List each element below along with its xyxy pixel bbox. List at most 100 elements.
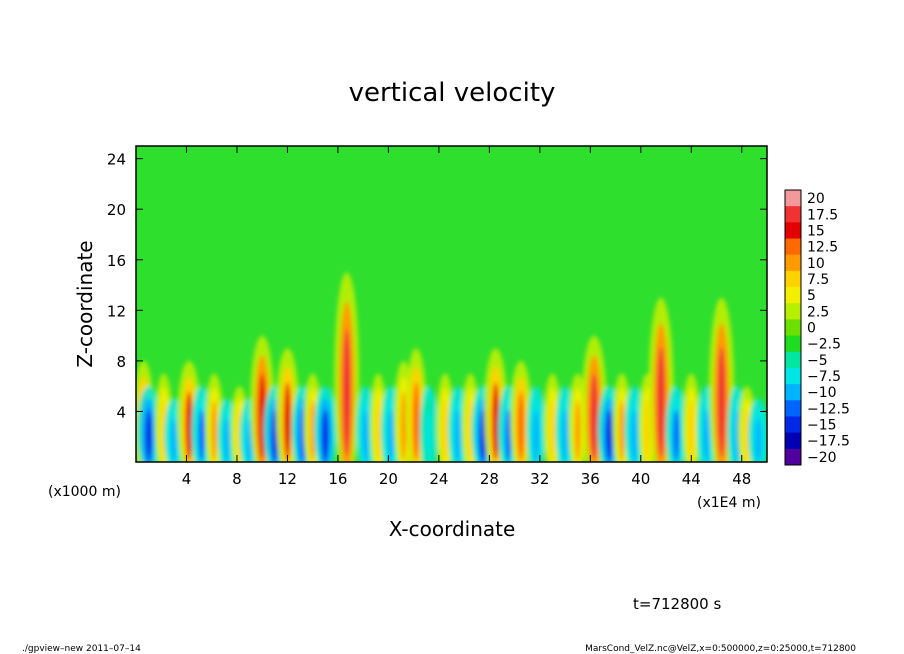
plume [747, 398, 767, 462]
plume-core [145, 409, 153, 462]
plume-core [387, 409, 395, 462]
colorbar-swatch [785, 238, 801, 256]
colorbar-swatch [785, 384, 801, 401]
plume-core [442, 400, 448, 462]
colorbar-swatch [785, 190, 801, 207]
plume-core [562, 409, 569, 462]
plume-core [492, 382, 500, 461]
colorbar-swatch [785, 270, 801, 288]
plume-core [467, 400, 474, 462]
plume-core [505, 409, 512, 462]
colorbar-label: 2.5 [807, 304, 829, 320]
plume-core [533, 409, 539, 462]
x-tick-label: 36 [581, 470, 600, 488]
colorbar-label: −5 [807, 353, 828, 369]
x-tick-label: 24 [429, 470, 448, 488]
colorbar-swatch [785, 367, 801, 385]
plume-core [400, 391, 407, 461]
plume-core [688, 400, 695, 462]
plot-area [135, 145, 768, 463]
plume [419, 386, 438, 462]
footer-right: MarsCond_VelZ.nc@VelZ,x=0:500000,z=0:250… [585, 644, 856, 654]
plume [665, 386, 687, 462]
colorbar-label: −20 [807, 450, 837, 466]
plume-core [211, 400, 218, 462]
y-tick-label: 8 [116, 353, 126, 371]
plume-core [631, 409, 638, 462]
plume-core [605, 409, 613, 462]
plume-core [426, 409, 432, 462]
y-tick-label: 20 [107, 201, 126, 219]
plume-core [170, 418, 177, 462]
y-tick-label: 24 [107, 151, 126, 169]
colorbar: 2017.51512.5107.552.50−2.5−5−7.5−10−12.5… [784, 189, 850, 466]
y-tick-label: 16 [107, 252, 126, 270]
x-tick-label: 44 [682, 470, 701, 488]
colorbar-label: −10 [807, 385, 837, 401]
x-tick-label: 48 [732, 470, 751, 488]
x-tick-label: 4 [182, 470, 192, 488]
colorbar-swatch [785, 287, 801, 304]
plume-core [644, 400, 650, 462]
x-tick-label: 32 [530, 470, 549, 488]
colorbar-swatch [785, 351, 801, 369]
colorbar-label: −7.5 [807, 369, 841, 385]
y-unit-label: (x1E4 m) [697, 495, 761, 511]
colorbar-label: 0 [807, 321, 816, 337]
plume-core [619, 400, 625, 462]
y-tick-label: 12 [107, 302, 126, 320]
plume-core [454, 409, 461, 462]
plume [555, 386, 575, 462]
plume [648, 297, 674, 462]
plume-core [283, 382, 292, 461]
colorbar-swatch [785, 319, 801, 337]
colorbar-swatch [785, 448, 801, 466]
colorbar-swatch [785, 416, 801, 434]
y-axis-label: Z-coordinate [73, 240, 97, 367]
x-tick-label: 20 [379, 470, 398, 488]
plume [137, 386, 161, 462]
plot-frame [135, 145, 768, 463]
colorbar-swatch [785, 254, 801, 272]
y-axis: 4 8 12 16 20 24 [107, 151, 767, 421]
colorbar-label: 12.5 [807, 240, 838, 256]
plume [334, 272, 360, 462]
plume-core [703, 409, 710, 462]
x-tick-label: 40 [631, 470, 650, 488]
colorbar-label: −2.5 [807, 337, 841, 353]
plume-core [375, 400, 381, 462]
x-tick-label: 28 [480, 470, 499, 488]
plume [682, 373, 701, 462]
plume-core [517, 391, 525, 461]
x-axis-label: X-coordinate [389, 517, 516, 541]
colorbar-label: −17.5 [807, 434, 850, 450]
x-axis: 4 8 12 16 20 24 28 32 36 40 44 48 [182, 146, 751, 488]
plume-core [309, 400, 316, 462]
plume-core [362, 409, 369, 462]
colorbar-label: −12.5 [807, 401, 850, 417]
colorbar-label: 20 [807, 191, 825, 207]
colorbar-swatch [785, 303, 801, 320]
plume-core [198, 409, 205, 462]
plume-core [549, 400, 556, 462]
colorbar-label: 5 [807, 288, 816, 304]
plume [526, 386, 546, 462]
x-tick-label: 8 [232, 470, 242, 488]
chart-title: vertical velocity [349, 78, 556, 108]
plume-core [224, 418, 230, 462]
footer-left: ./gpview–new 2011–07–14 [22, 644, 141, 654]
colorbar-label: 17.5 [807, 207, 838, 223]
plume-core [590, 373, 598, 460]
colorbar-label: 15 [807, 223, 825, 239]
x-unit-label: (x1000 m) [48, 484, 121, 500]
plume [313, 386, 337, 462]
colorbar-label: −15 [807, 418, 837, 434]
plume-core [342, 328, 351, 457]
x-tick-label: 16 [328, 470, 347, 488]
plume-core [755, 418, 762, 462]
plume-core [672, 409, 680, 462]
colorbar-swatch [785, 222, 801, 240]
colorbar-swatch [785, 335, 801, 353]
colorbar-label: 7.5 [807, 272, 829, 288]
